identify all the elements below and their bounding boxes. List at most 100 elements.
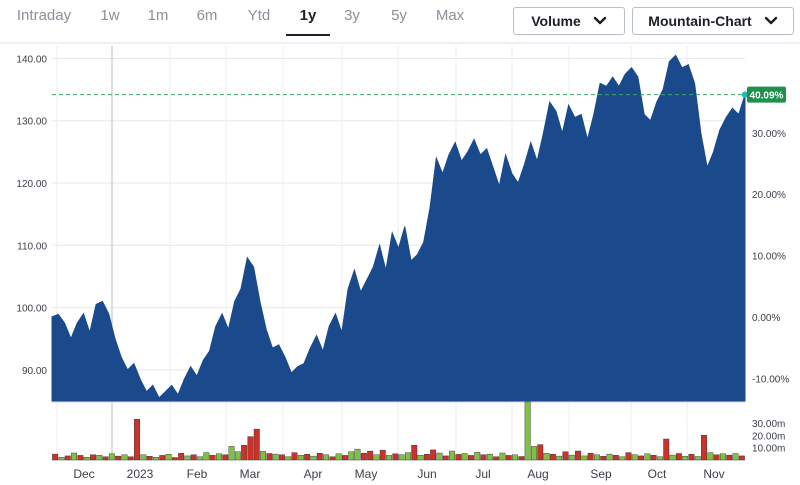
volume-bar — [316, 453, 323, 461]
volume-bar — [612, 455, 619, 461]
volume-bar — [77, 455, 84, 461]
volume-bar — [323, 454, 329, 461]
volume-bar — [449, 450, 455, 461]
tab-1y[interactable]: 1y — [286, 0, 330, 36]
volume-bar — [713, 454, 720, 461]
volume-bar — [279, 454, 285, 461]
volume-bar — [430, 449, 437, 461]
volume-bar — [486, 453, 493, 461]
month-tick-label: 2023 — [127, 467, 154, 481]
volume-bar — [638, 455, 644, 461]
percent-tick-label: -10.00% — [752, 374, 789, 385]
tab-ytd[interactable]: Ytd — [247, 7, 271, 24]
volume-bar — [417, 455, 424, 461]
stock-chart[interactable]: 90.00 100.00 110.00 120.00 130.00 140.00 -10.0… — [0, 40, 800, 485]
volume-bar — [518, 456, 525, 461]
volume-bar — [631, 454, 638, 461]
price-tick-label: 100.00 — [16, 304, 47, 315]
volume-bar — [707, 452, 714, 461]
tab-intraday[interactable]: Intraday — [16, 7, 72, 24]
price-tick-label: 110.00 — [17, 241, 47, 252]
volume-bar — [505, 455, 512, 461]
volume-bar — [549, 454, 556, 461]
volume-bar — [203, 452, 210, 461]
volume-bar — [562, 451, 569, 461]
volume-bar — [64, 455, 71, 461]
tab-3y[interactable]: 3y — [344, 7, 360, 24]
month-tick-label: Feb — [187, 467, 208, 481]
volume-bar — [423, 454, 430, 461]
chart-type-dropdown-label: Mountain-Chart — [648, 13, 752, 29]
volume-bar — [493, 456, 500, 461]
volume-bar — [241, 445, 248, 461]
volume-bar — [619, 456, 626, 461]
volume-bar — [171, 457, 178, 461]
volume-bar — [468, 455, 474, 461]
volume-bar — [587, 453, 594, 461]
volume-dropdown[interactable]: Volume — [513, 7, 625, 35]
volume-bar — [209, 455, 216, 461]
volume-bar — [304, 454, 311, 461]
volume-bar — [260, 451, 266, 461]
volume-bar — [386, 455, 392, 461]
volume-bar — [115, 455, 122, 461]
change-badge — [747, 86, 786, 103]
tab-1m[interactable]: 1m — [147, 7, 169, 24]
volume-bar — [644, 453, 651, 461]
volume-bar — [222, 454, 229, 461]
month-tick-label: Mar — [240, 467, 261, 481]
volume-bar — [675, 453, 682, 461]
volume-bar — [726, 454, 733, 461]
volume-bar — [537, 444, 544, 461]
tab-max[interactable]: Max — [435, 7, 465, 24]
volume-bar — [512, 454, 518, 461]
volume-bar — [556, 455, 563, 461]
volume-bar — [379, 449, 386, 461]
volume-bar — [159, 455, 166, 461]
volume-bar — [732, 453, 739, 461]
volume-bar — [663, 438, 670, 461]
volume-bar — [96, 455, 103, 461]
volume-bar — [461, 453, 468, 461]
volume-bar — [694, 456, 701, 461]
volume-bar — [291, 452, 298, 461]
volume-bar — [335, 453, 342, 461]
volume-dropdown-label: Volume — [531, 13, 581, 29]
volume-bar — [455, 454, 462, 461]
volume-bar — [310, 455, 317, 461]
volume-bar — [738, 455, 745, 461]
volume-bar — [52, 453, 59, 461]
tab-5y[interactable]: 5y — [391, 7, 407, 24]
volume-bar — [354, 448, 361, 461]
change-badge-label: 40.09% — [750, 91, 784, 102]
chevron-down-icon — [593, 16, 606, 25]
month-tick-label: Nov — [703, 467, 724, 481]
percent-tick-label: 30.00% — [752, 129, 786, 140]
percent-tick-label: 10.00% — [752, 252, 786, 263]
volume-tick-label: 20.00m — [752, 431, 785, 442]
volume-bar — [575, 450, 581, 461]
volume-bar — [184, 455, 191, 461]
volume-bar — [178, 453, 185, 461]
volume-bar — [436, 452, 443, 461]
tab-1w[interactable]: 1w — [100, 7, 120, 24]
month-tick-label: Aug — [527, 467, 548, 481]
volume-bar — [165, 454, 172, 461]
volume-bar — [524, 401, 531, 461]
volume-bar — [480, 454, 487, 461]
price-area — [51, 54, 746, 402]
volume-bar — [701, 435, 707, 461]
percent-tick-label: 0.00% — [752, 313, 780, 324]
volume-bar — [89, 454, 96, 461]
volume-bar — [71, 452, 78, 461]
volume-bar — [228, 446, 235, 461]
month-tick-label: Apr — [304, 467, 323, 481]
volume-bar — [499, 452, 506, 461]
range-tab-bar: Intraday 1w 1m 6m Ytd 1y 3y 5y Max — [0, 0, 500, 36]
tab-6m[interactable]: 6m — [196, 7, 218, 24]
volume-bar — [102, 456, 109, 461]
volume-bar — [531, 446, 537, 461]
volume-bar — [285, 456, 292, 461]
chart-type-dropdown[interactable]: Mountain-Chart — [632, 7, 794, 35]
month-tick-label: May — [355, 467, 378, 481]
